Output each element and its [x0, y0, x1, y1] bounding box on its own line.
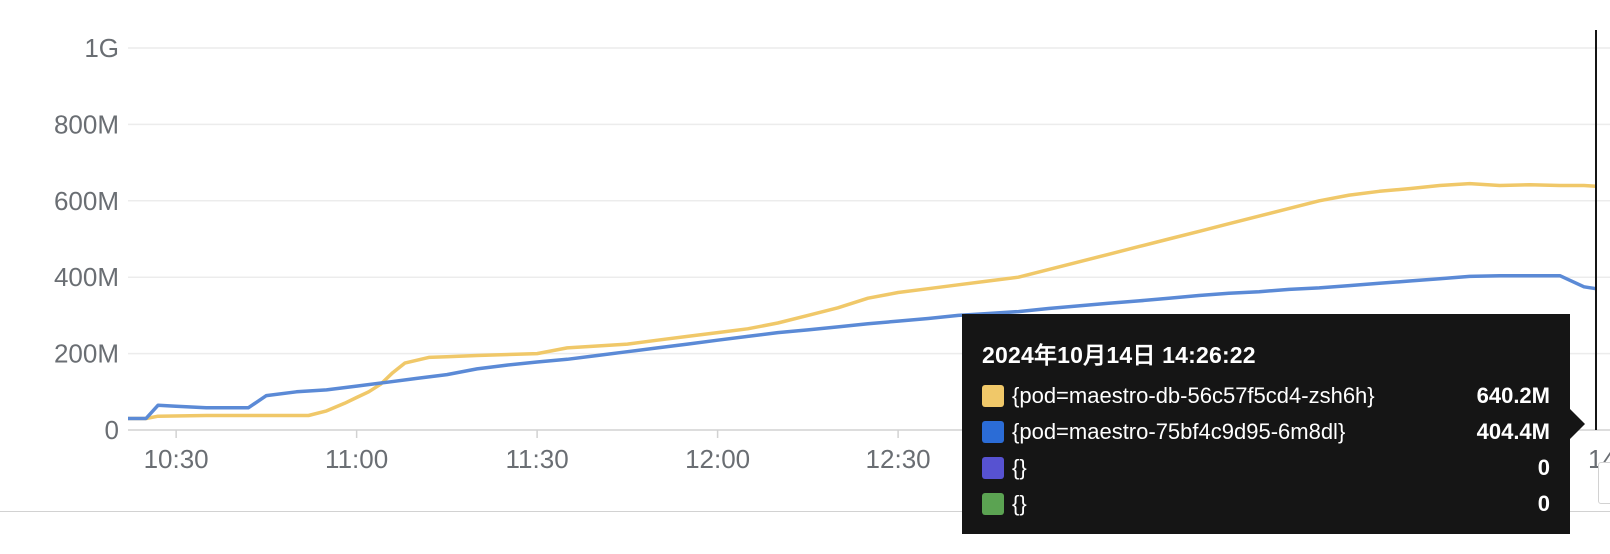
x-tick-label: 11:00 [325, 444, 388, 474]
x-tick-label: 11:30 [506, 444, 569, 474]
tooltip-series-name: {} [1012, 455, 1027, 480]
tooltip-row: {} 0 [982, 486, 1550, 522]
tooltip-row: {pod=maestro-db-56c57f5cd4-zsh6h} 640.2M [982, 378, 1550, 414]
legend-swatch [982, 493, 1004, 515]
tooltip-pointer [1569, 408, 1585, 440]
tooltip-row: {pod=maestro-75bf4c9d95-6m8dl} 404.4M [982, 414, 1550, 450]
x-tick-label: 12:30 [866, 444, 931, 474]
y-tick-label: 400M [54, 262, 119, 292]
tooltip-series-name: {pod=maestro-75bf4c9d95-6m8dl} [1012, 419, 1346, 444]
tooltip-row: {} 0 [982, 450, 1550, 486]
legend-swatch [982, 385, 1004, 407]
y-tick-label: 800M [54, 109, 119, 139]
tooltip-series-value: 0 [1537, 491, 1550, 516]
x-tick-label: 10:30 [144, 444, 209, 474]
series-line-maestro[interactable] [128, 273, 1597, 421]
series-line-maestro-db[interactable] [128, 181, 1597, 421]
legend-swatch [982, 457, 1004, 479]
x-tick-label: 12:00 [685, 444, 750, 474]
tooltip-timestamp: 2024年10月14日 14:26:22 [982, 342, 1256, 368]
bottom-divider [0, 511, 1610, 512]
x-axis: 10:30 11:00 11:30 12:00 12:30 [144, 430, 931, 474]
tooltip-series-name: {} [1012, 491, 1027, 516]
tooltip-series-value: 0 [1537, 455, 1550, 480]
y-axis: 0 200M 400M 600M 800M 1G [54, 33, 119, 445]
tooltip-series-value: 404.4M [1476, 419, 1550, 444]
y-tick-label: 1G [84, 33, 119, 63]
y-tick-label: 0 [105, 415, 119, 445]
scroll-edge-handle[interactable] [1598, 462, 1610, 504]
y-tick-label: 200M [54, 339, 119, 369]
tooltip-series-name: {pod=maestro-db-56c57f5cd4-zsh6h} [1012, 383, 1375, 408]
chart-tooltip: 2024年10月14日 14:26:22 {pod=maestro-db-56c… [962, 314, 1570, 534]
legend-swatch [982, 421, 1004, 443]
series-lines[interactable] [128, 181, 1597, 421]
tooltip-series-value: 640.2M [1476, 383, 1550, 408]
y-tick-label: 600M [54, 186, 119, 216]
